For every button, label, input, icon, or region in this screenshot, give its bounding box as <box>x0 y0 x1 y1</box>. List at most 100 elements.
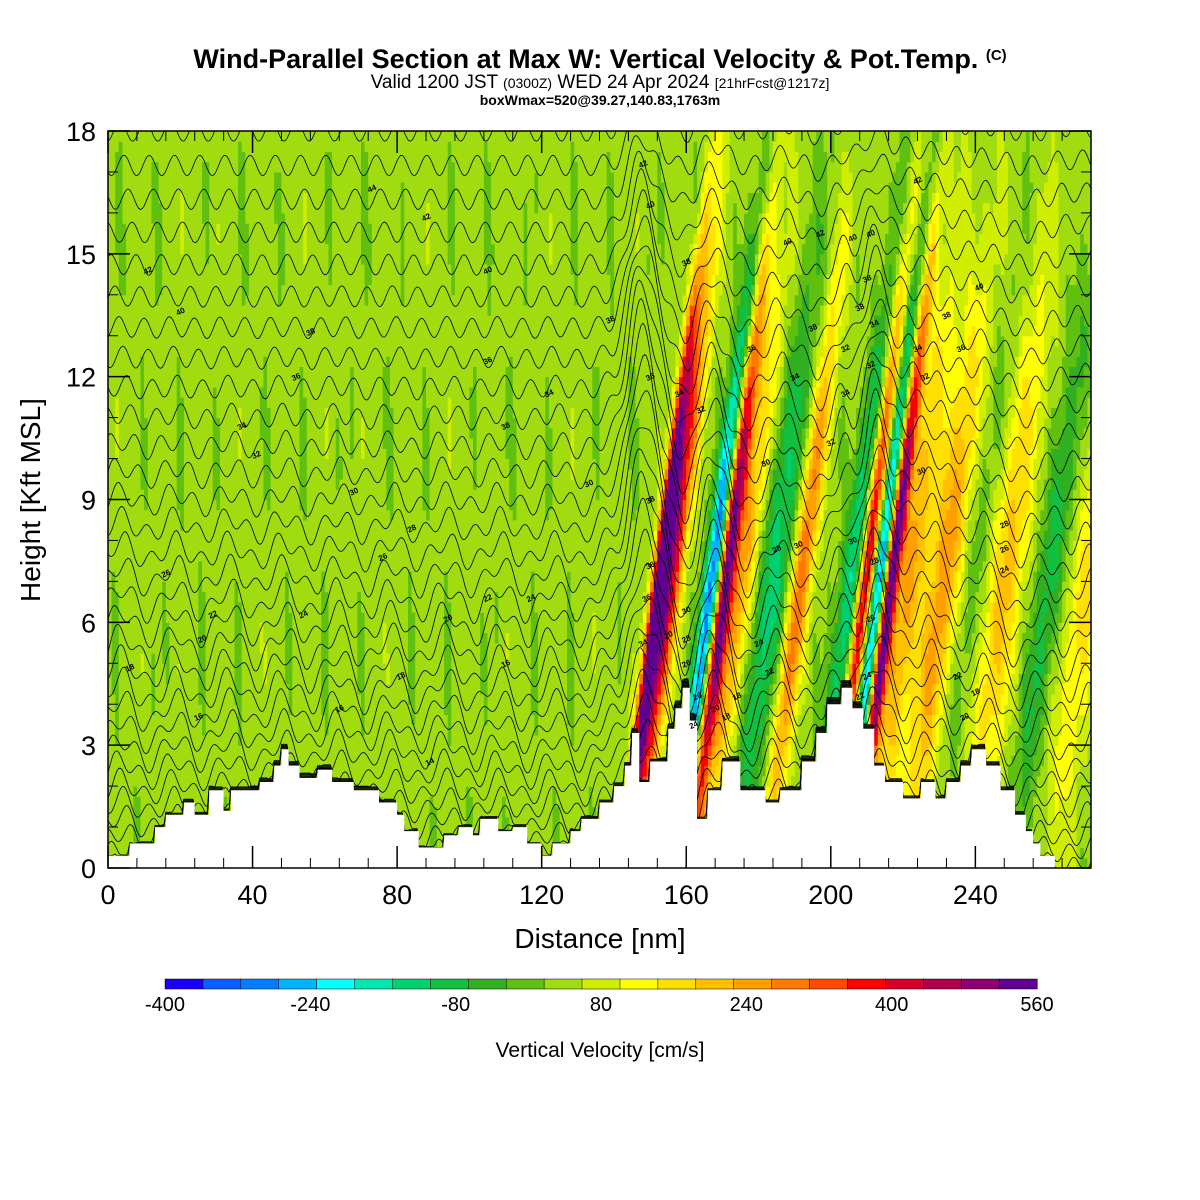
w-cell <box>270 335 275 347</box>
w-cell <box>209 141 214 152</box>
chart-subtitle: Valid 1200 JST (0300Z) WED 24 Apr 2024 [… <box>0 72 1200 94</box>
w-cell <box>115 663 120 675</box>
w-cell <box>176 212 181 224</box>
w-cell <box>274 571 279 582</box>
w-cell <box>248 663 254 675</box>
w-cell <box>216 499 221 511</box>
w-cell <box>111 581 116 593</box>
w-cell <box>277 274 283 286</box>
w-cell <box>205 520 210 531</box>
w-cell <box>259 233 264 245</box>
w-cell <box>183 509 189 521</box>
w-cell <box>209 253 214 265</box>
w-cell <box>212 192 217 204</box>
w-cell <box>198 796 203 808</box>
w-cell <box>256 376 261 388</box>
w-cell <box>310 663 315 675</box>
w-cell <box>238 202 243 214</box>
w-cell <box>187 745 192 756</box>
w-cell <box>194 305 199 316</box>
w-cell <box>111 192 116 204</box>
w-cell <box>194 601 199 613</box>
w-cell <box>183 612 189 623</box>
w-cell <box>187 284 192 296</box>
w-cell <box>140 796 145 808</box>
w-cell <box>328 417 333 429</box>
w-cell <box>295 591 301 603</box>
w-cell <box>285 530 290 541</box>
w-cell <box>303 581 308 593</box>
w-cell <box>176 571 181 582</box>
w-cell <box>151 622 156 634</box>
w-cell <box>126 274 131 286</box>
w-cell <box>314 663 319 675</box>
w-cell <box>202 489 207 501</box>
w-cell <box>144 131 149 142</box>
w-cell <box>158 509 163 521</box>
w-cell <box>256 734 261 746</box>
w-cell <box>241 509 246 521</box>
w-cell <box>248 407 254 419</box>
w-cell <box>216 530 221 541</box>
w-cell <box>220 305 225 316</box>
w-cell <box>353 560 358 572</box>
w-cell <box>140 622 145 634</box>
w-cell <box>158 745 163 756</box>
w-cell <box>346 192 351 204</box>
w-cell <box>314 346 319 357</box>
w-cell <box>165 264 170 275</box>
w-cell <box>180 243 185 255</box>
w-cell <box>155 806 160 818</box>
w-cell <box>111 479 116 490</box>
w-cell <box>317 427 322 439</box>
w-cell <box>339 499 344 511</box>
w-cell <box>350 509 355 521</box>
w-cell <box>187 151 192 163</box>
w-cell <box>183 407 189 419</box>
w-cell <box>205 212 210 224</box>
w-cell <box>252 581 257 593</box>
w-cell <box>353 704 358 715</box>
w-cell <box>162 673 167 685</box>
w-cell <box>180 284 185 296</box>
w-cell <box>256 284 261 296</box>
w-cell <box>288 202 293 214</box>
w-cell <box>205 622 210 634</box>
w-cell <box>220 560 225 572</box>
w-cell <box>223 131 228 142</box>
w-cell <box>212 264 217 275</box>
w-cell <box>144 284 149 296</box>
w-cell <box>108 233 113 245</box>
w-cell <box>241 315 246 327</box>
w-cell <box>230 714 236 726</box>
w-cell <box>209 765 214 777</box>
w-cell <box>187 601 192 613</box>
w-cell <box>248 253 254 265</box>
w-cell <box>122 243 127 255</box>
w-cell <box>299 335 304 347</box>
w-cell <box>267 161 272 173</box>
w-cell <box>241 591 246 603</box>
w-cell <box>216 520 221 531</box>
w-cell <box>155 745 160 756</box>
w-cell <box>136 346 142 357</box>
w-cell <box>205 591 210 603</box>
w-cell <box>194 571 199 582</box>
w-cell <box>162 294 167 306</box>
w-cell <box>162 663 167 675</box>
w-cell <box>194 346 199 357</box>
w-cell <box>129 212 134 224</box>
w-cell <box>223 274 228 286</box>
w-cell <box>332 264 337 275</box>
w-cell <box>115 560 120 572</box>
w-cell <box>183 499 189 511</box>
w-cell <box>212 151 217 163</box>
w-cell <box>183 253 189 265</box>
w-cell <box>122 356 127 367</box>
w-cell <box>270 438 275 449</box>
w-cell <box>173 560 178 572</box>
w-cell <box>147 448 152 460</box>
w-cell <box>270 560 275 572</box>
w-cell <box>126 151 131 163</box>
w-cell <box>151 509 156 521</box>
